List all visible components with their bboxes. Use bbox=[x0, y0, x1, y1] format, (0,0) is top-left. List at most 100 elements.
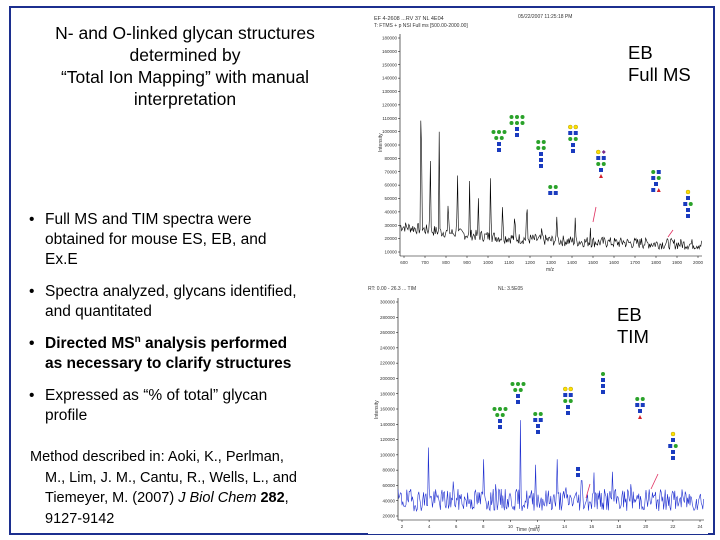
hexnac-square-icon bbox=[686, 208, 690, 212]
galactose-circle-icon bbox=[563, 386, 568, 392]
ms-ylabel: Intensity bbox=[378, 133, 384, 152]
tim-y-tick-label: 60000 bbox=[382, 483, 395, 488]
hexnac-square-icon bbox=[539, 152, 543, 156]
neuac-diamond-icon bbox=[601, 150, 606, 154]
ms-y-tick-label: 40000 bbox=[384, 209, 397, 214]
ms-x-tick-label: 1200 bbox=[525, 260, 536, 265]
tim-y-tick-label: 280000 bbox=[380, 315, 396, 320]
bullet-text: Spectra analyzed, glycans identified, bbox=[45, 283, 297, 300]
tim-ylabel: Intensity bbox=[374, 400, 380, 419]
ms-x-tick-label: 1700 bbox=[630, 260, 641, 265]
bullet-text: obtained for mouse ES, EB, and bbox=[45, 231, 267, 248]
hexnac-square-icon bbox=[568, 393, 573, 397]
bullet-item: Full MS and TIM spectra were obtained fo… bbox=[28, 210, 346, 270]
mannose-circle-icon bbox=[509, 115, 514, 119]
hexnac-square-icon bbox=[553, 191, 558, 195]
hexnac-square-icon bbox=[573, 131, 578, 135]
mannose-circle-icon bbox=[503, 407, 508, 411]
bullet-text: profile bbox=[45, 407, 88, 424]
tim-x-tick-label: 22 bbox=[670, 524, 676, 529]
tim-x-tick-label: 20 bbox=[643, 524, 649, 529]
ms-y-tick-label: 80000 bbox=[384, 156, 397, 161]
tim-xlabel: Time (min) bbox=[516, 527, 540, 533]
mannose-circle-icon bbox=[573, 137, 578, 141]
galactose-circle-icon bbox=[573, 124, 578, 130]
ms-y-tick-label: 90000 bbox=[384, 143, 397, 148]
hexnac-square-icon bbox=[651, 176, 656, 180]
bullet-text: Directed MSn analysis performed bbox=[45, 334, 346, 354]
mannose-circle-icon bbox=[492, 407, 497, 411]
ms-x-tick-label: 1100 bbox=[504, 260, 514, 265]
hexnac-square-icon bbox=[539, 158, 543, 162]
mannose-circle-icon bbox=[651, 170, 656, 174]
mannose-circle-icon bbox=[568, 137, 573, 141]
ms-y-tick-label: 20000 bbox=[384, 236, 397, 241]
ms-y-tick-label: 150000 bbox=[382, 62, 398, 67]
ms-header-left: EF 4-2608 ...RV 37 NL 4E04 bbox=[374, 16, 444, 22]
title-line: determined by bbox=[129, 45, 241, 65]
galactose-circle-icon bbox=[568, 124, 573, 130]
tim-y-tick-label: 200000 bbox=[380, 376, 396, 381]
hexnac-square-icon bbox=[596, 156, 601, 160]
mannose-circle-icon bbox=[640, 397, 645, 401]
tim-x-tick-label: 18 bbox=[616, 524, 622, 529]
fucose-triangle-icon bbox=[638, 415, 642, 419]
hexnac-square-icon bbox=[601, 156, 606, 160]
mannose-circle-icon bbox=[533, 412, 538, 416]
hexnac-square-icon bbox=[536, 430, 540, 434]
ms-y-tick-label: 10000 bbox=[384, 250, 397, 255]
hexnac-square-icon bbox=[536, 424, 540, 428]
mannose-circle-icon bbox=[536, 146, 541, 150]
title-line: “Total Ion Mapping” with manual bbox=[60, 67, 310, 87]
ms-subheader: T: FTMS + p NSI Full ms [500.00-2000.00] bbox=[374, 23, 468, 29]
hexnac-square-icon bbox=[568, 131, 573, 135]
tim-glycan-annotations bbox=[492, 372, 678, 499]
tim-y-tick-label: 20000 bbox=[382, 514, 395, 519]
slide-title: N- and O-linked glycan structures determ… bbox=[26, 22, 344, 110]
mannose-circle-icon bbox=[495, 413, 500, 417]
ms-x-tick-label: 900 bbox=[463, 260, 471, 265]
hexnac-square-icon bbox=[656, 170, 661, 174]
full-ms-spectrum-panel: EF 4-2608 ...RV 37 NL 4E04 05/22/2007 11… bbox=[368, 12, 708, 274]
hexnac-square-icon bbox=[601, 390, 605, 394]
annotation-arrow-icon bbox=[667, 229, 674, 238]
fucose-triangle-icon bbox=[656, 188, 661, 192]
bullet-text: Ex.E bbox=[45, 251, 78, 268]
bullet-rest: analysis performed bbox=[140, 335, 288, 352]
hexnac-square-icon bbox=[601, 378, 605, 382]
hexnac-square-icon bbox=[538, 418, 543, 422]
tim-chromatogram-panel: RT: 0.00 - 26.3 ... TIM NL: 3.5E05 Inten… bbox=[368, 284, 708, 534]
ms-x-tick-label: 2000 bbox=[693, 260, 704, 265]
mannose-circle-icon bbox=[538, 412, 543, 416]
hexnac-square-icon bbox=[599, 168, 603, 172]
ms-y-tick-label: 160000 bbox=[382, 49, 398, 54]
mannose-circle-icon bbox=[568, 399, 573, 403]
hexnac-square-icon bbox=[686, 214, 690, 218]
slide-frame bbox=[9, 6, 715, 535]
mannose-circle-icon bbox=[499, 136, 504, 140]
ms-y-tick-label: 140000 bbox=[382, 76, 398, 81]
ms-y-tick-label: 120000 bbox=[382, 102, 398, 107]
citation-authors: Tiemeyer, M. (2007) bbox=[45, 490, 179, 506]
tim-y-tick-label: 260000 bbox=[380, 330, 396, 335]
mannose-circle-icon bbox=[536, 140, 541, 144]
hexnac-square-icon bbox=[638, 409, 642, 413]
tim-chromatogram: RT: 0.00 - 26.3 ... TIM NL: 3.5E05 Inten… bbox=[368, 286, 704, 533]
galactose-circle-icon bbox=[596, 149, 601, 155]
full-ms-spectrum: EF 4-2608 ...RV 37 NL 4E04 05/22/2007 11… bbox=[374, 14, 704, 273]
fucose-triangle-icon bbox=[599, 174, 603, 178]
panel-label-line: EB bbox=[628, 42, 653, 63]
tim-x-tick-label: 2 bbox=[401, 524, 404, 529]
citation: Method described in: Aoki, K., Perlman, … bbox=[30, 447, 348, 529]
ms-x-tick-label: 1000 bbox=[483, 260, 494, 265]
mannose-circle-icon bbox=[548, 185, 553, 189]
citation-volume: 282 bbox=[260, 490, 285, 506]
ms-x-tick-label: 1900 bbox=[672, 260, 683, 265]
mannose-circle-icon bbox=[515, 115, 519, 119]
ms-y-tick-label: 100000 bbox=[382, 129, 398, 134]
hexnac-square-icon bbox=[497, 148, 501, 152]
tim-x-tick-label: 10 bbox=[508, 524, 514, 529]
ms-y-tick-label: 70000 bbox=[384, 169, 397, 174]
tim-x-tick-label: 16 bbox=[589, 524, 595, 529]
mannose-circle-icon bbox=[500, 413, 505, 417]
